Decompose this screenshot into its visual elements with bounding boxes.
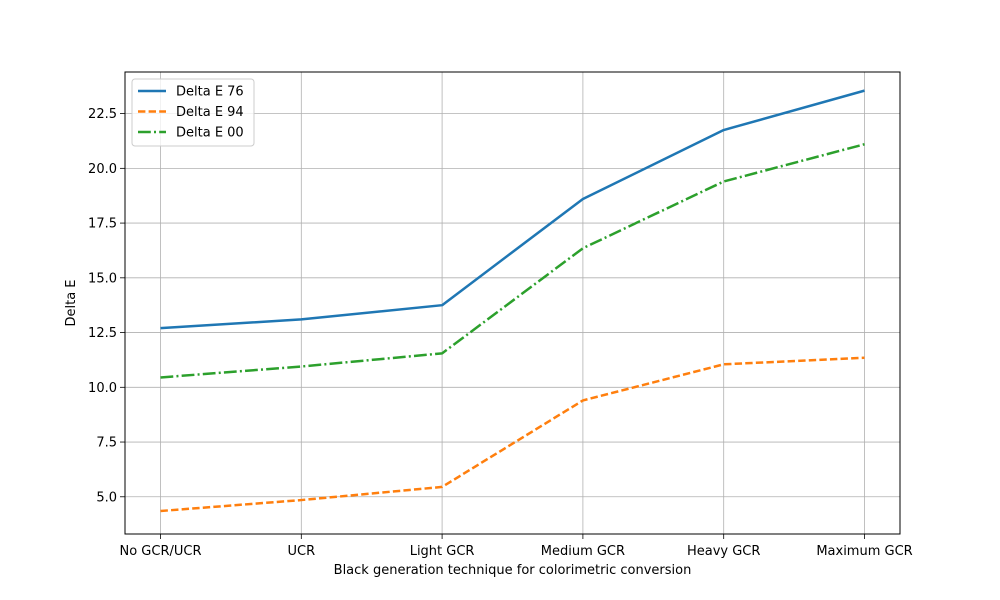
y-tick-label: 7.5 [96, 436, 117, 451]
x-axis-label: Black generation technique for colorimet… [334, 563, 692, 578]
legend-label: Delta E 00 [176, 126, 244, 141]
series-line-delta-e-94 [160, 356, 865, 513]
x-tick-label: No GCR/UCR [120, 544, 202, 559]
y-tick-label: 22.5 [88, 107, 117, 122]
series-line-delta-e-00 [160, 143, 865, 379]
axis-ticks: No GCR/UCR UCR Light GCR Medium GCR Heavy GC… [88, 107, 913, 559]
x-tick-label: Light GCR [410, 544, 475, 559]
y-tick-label: 15.0 [88, 271, 117, 286]
legend-box [131, 78, 255, 147]
legend-label: Delta E 94 [176, 105, 244, 120]
series-line-delta-e-76 [160, 89, 865, 330]
legend-label: Delta E 76 [176, 85, 244, 100]
y-axis-label: Delta E [64, 279, 79, 326]
grid [125, 72, 900, 534]
x-tick-label: Maximum GCR [816, 544, 912, 559]
y-tick-label: 5.0 [96, 490, 117, 505]
legend: Delta E 76 Delta E 94 Delta E 00 [131, 78, 255, 147]
x-tick-label: Medium GCR [541, 544, 625, 559]
y-tick-label: 20.0 [88, 162, 117, 177]
series-lines [160, 89, 865, 513]
x-tick-label: UCR [287, 544, 315, 559]
plot-frame [124, 71, 901, 535]
y-tick-label: 12.5 [88, 326, 117, 341]
x-tick-label: Heavy GCR [687, 544, 760, 559]
y-tick-label: 10.0 [88, 381, 117, 396]
y-tick-label: 17.5 [88, 217, 117, 232]
